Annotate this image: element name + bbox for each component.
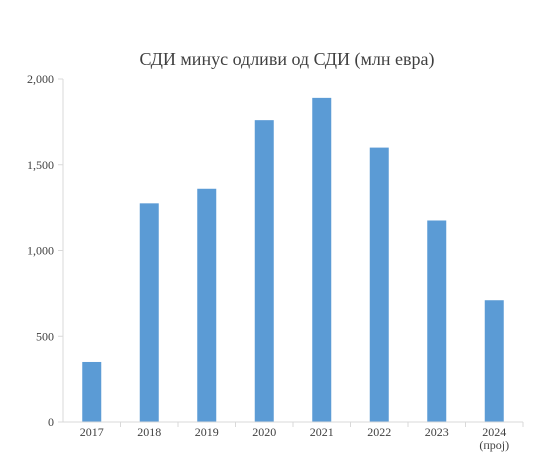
x-tick-label: 2024: [482, 425, 506, 439]
bar-2021: [312, 97, 332, 423]
bar-2023: [427, 220, 447, 422]
bar-2017: [82, 361, 102, 422]
bars: [82, 97, 504, 423]
y-axis: 0 500 1,000 1,500 2,000: [27, 72, 64, 429]
bar-2020: [254, 120, 274, 422]
x-tick-label: 2022: [367, 425, 391, 439]
bar-2024: [484, 300, 504, 422]
x-tick-label: 2021: [310, 425, 334, 439]
bar-2022: [369, 147, 389, 422]
chart-title: СДИ минус одливи од СДИ (млн евра): [140, 49, 435, 70]
x-tick-label: 2018: [137, 425, 161, 439]
y-tick-label: 1,000: [27, 244, 54, 258]
x-axis: 2017 2018 2019 2020 2021 2022 2023 2024(проj): [63, 421, 524, 452]
x-tick-label: 2020: [252, 425, 276, 439]
x-tick-label: 2023: [425, 425, 449, 439]
y-tick-label: 1,500: [27, 158, 54, 172]
bar-2018: [139, 203, 159, 422]
x-tick-label: 2017: [80, 425, 104, 439]
x-tick-label: 2019: [195, 425, 219, 439]
bar-2019: [197, 188, 217, 422]
x-tick-sublabel: (проj): [479, 438, 509, 452]
y-tick-label: 0: [48, 415, 54, 429]
y-tick-label: 500: [36, 329, 54, 343]
y-tick-label: 2,000: [27, 72, 54, 86]
